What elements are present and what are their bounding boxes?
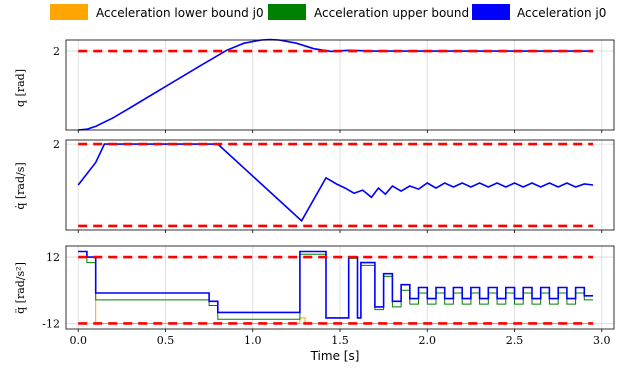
x-axis-label: Time [s]	[310, 349, 360, 363]
lower-bound-line	[78, 256, 594, 324]
x-tick-label: 0.5	[157, 334, 175, 347]
y-axis-label-acceleration: q̈ [rad/s²]	[14, 262, 27, 314]
legend-swatch-signal	[472, 4, 510, 20]
y-tick-label: 12	[46, 251, 60, 264]
x-tick-label: 1.0	[244, 334, 262, 347]
acceleration-line	[78, 250, 594, 319]
x-tick-labels: 0.0 0.5 1.0 1.5 2.0 2.5 3.0	[69, 334, 610, 347]
velocity-panel: 2	[53, 138, 615, 233]
legend-swatch-upper	[268, 4, 306, 20]
legend-label-lower: Acceleration lower bound j0	[96, 6, 264, 20]
x-tick-label: 2.5	[506, 334, 524, 347]
y-tick-label: -12	[42, 317, 60, 330]
x-tick-label: 3.0	[593, 334, 611, 347]
velocity-line	[77, 143, 594, 223]
legend-label-signal: Acceleration j0	[517, 6, 606, 20]
position-line	[78, 38, 594, 131]
acceleration-panel: 12 -12	[42, 245, 615, 332]
y-tick-label: 2	[53, 45, 60, 58]
x-tick-label: 0.0	[69, 334, 87, 347]
x-tick-label: 2.0	[419, 334, 437, 347]
y-axis-label-position: q [rad]	[14, 69, 27, 107]
x-tick-label: 1.5	[331, 334, 349, 347]
y-tick-label: 2	[53, 138, 60, 151]
legend: Acceleration lower bound j0 Acceleration…	[50, 4, 606, 20]
legend-label-upper: Acceleration upper bound j0	[314, 6, 484, 20]
upper-bound-line	[78, 251, 594, 320]
position-panel: 2	[53, 38, 615, 133]
legend-swatch-lower	[50, 4, 88, 20]
y-axis-label-velocity: q̇ [rad/s]	[14, 162, 27, 209]
